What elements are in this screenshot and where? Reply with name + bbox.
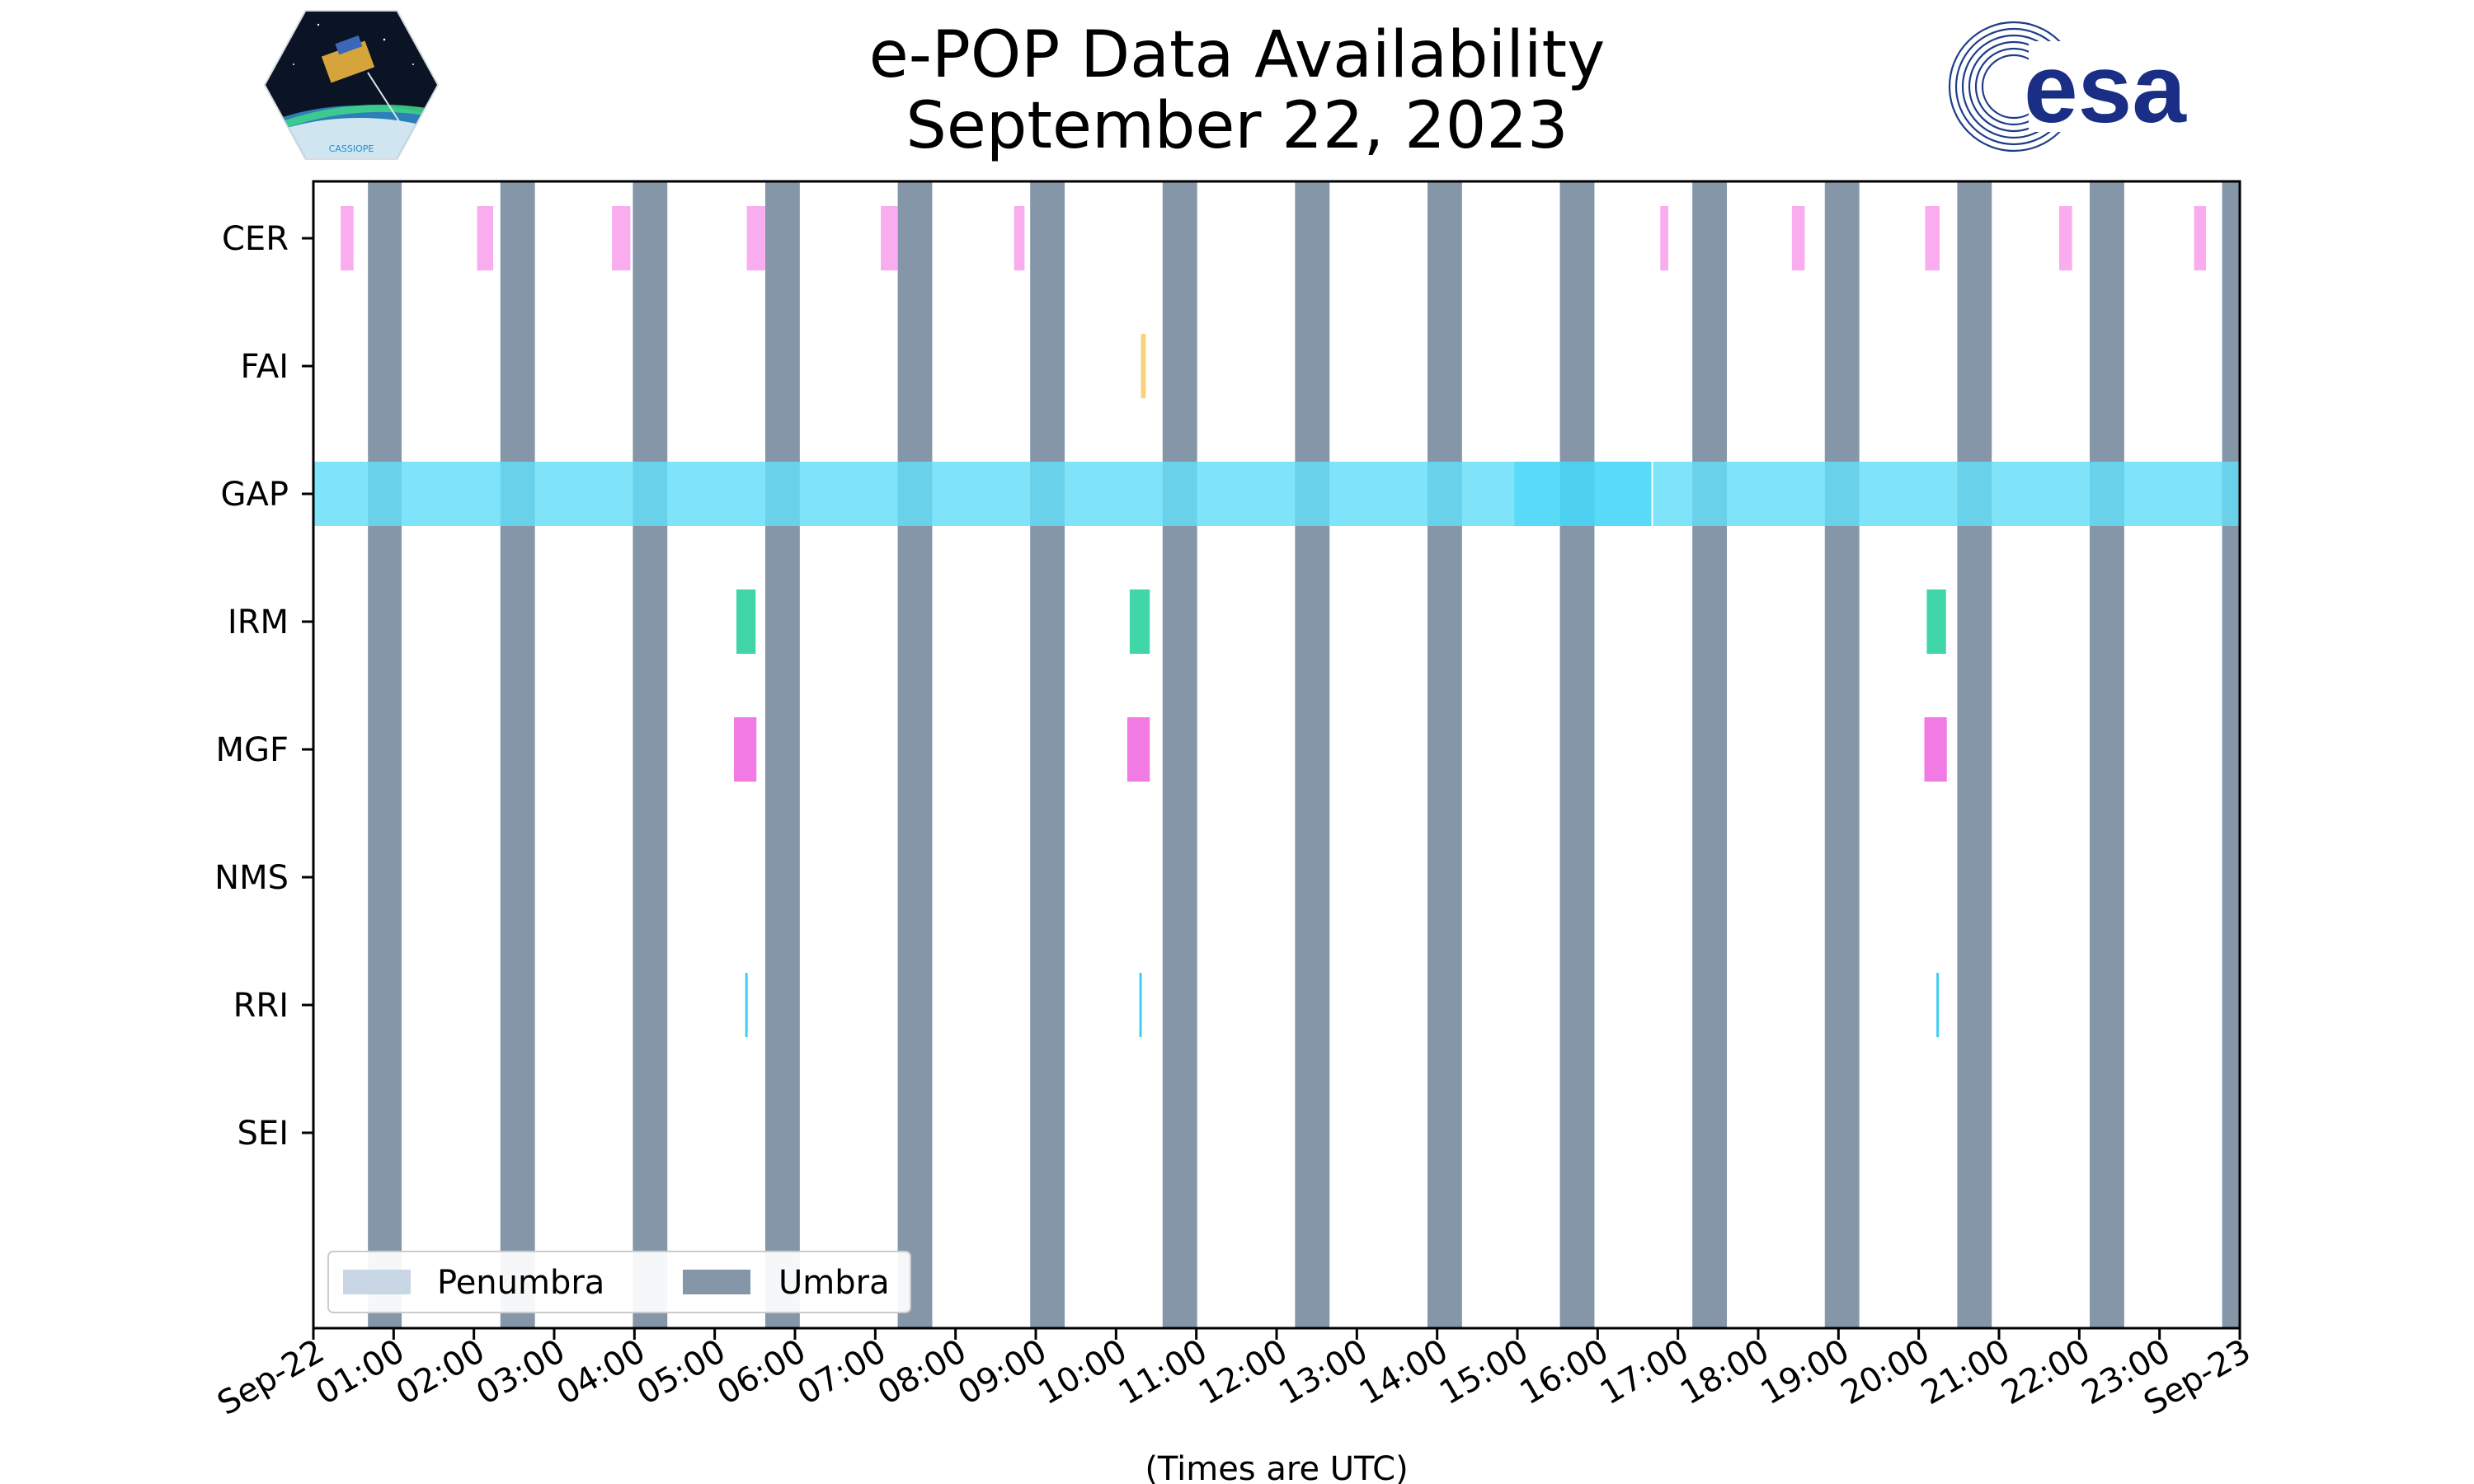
data-bar-fai xyxy=(1141,334,1146,398)
data-bar-cer xyxy=(1014,206,1025,270)
umbra-band xyxy=(368,181,402,1328)
cassiope-logo-text: CASSIOPE xyxy=(329,143,374,154)
x-tick-label: 03:00 xyxy=(470,1332,571,1412)
legend-swatch-umbra xyxy=(683,1270,750,1294)
data-bar-cer xyxy=(1791,206,1805,270)
esa-logo: esa xyxy=(1948,21,2187,153)
cassiope-logo: CASSIOPE xyxy=(263,10,440,160)
legend-swatch-penumbra xyxy=(343,1270,411,1294)
legend-label-umbra: Umbra xyxy=(778,1264,890,1302)
x-tick-label: 19:00 xyxy=(1754,1332,1856,1412)
data-bar-rri xyxy=(745,973,748,1037)
x-axis-label: (Times are UTC) xyxy=(1145,1450,1408,1484)
data-bar-irm xyxy=(1129,589,1150,654)
y-tick-label: RRI xyxy=(233,987,289,1025)
data-bar-cer xyxy=(1660,206,1668,270)
data-bar-cer xyxy=(881,206,898,270)
umbra-band xyxy=(2089,181,2124,1328)
umbra-band xyxy=(1295,181,1330,1328)
x-tick-label: 06:00 xyxy=(711,1332,812,1412)
x-tick-label: 12:00 xyxy=(1192,1332,1294,1412)
umbra-band xyxy=(1030,181,1065,1328)
chart-subtitle: September 22, 2023 xyxy=(905,89,1569,163)
x-tick-label: 11:00 xyxy=(1112,1332,1214,1412)
data-bar-gap xyxy=(313,462,1515,526)
y-tick-label: SEI xyxy=(238,1115,289,1153)
y-tick-label: IRM xyxy=(228,603,289,641)
umbra-band xyxy=(2222,181,2240,1328)
umbra-band xyxy=(1559,181,1595,1328)
x-tick-label: 18:00 xyxy=(1674,1332,1776,1412)
x-tick-label: 14:00 xyxy=(1353,1332,1455,1412)
data-bar-cer xyxy=(2194,206,2207,270)
x-tick-label: 22:00 xyxy=(1995,1332,2096,1412)
x-tick-label: 07:00 xyxy=(791,1332,892,1412)
chart-title: e-POP Data Availability xyxy=(868,18,1606,92)
data-bar-rri xyxy=(1139,973,1142,1037)
legend-label-penumbra: Penumbra xyxy=(437,1264,604,1302)
data-bar-irm xyxy=(736,589,756,654)
esa-logo-text: esa xyxy=(2024,35,2187,143)
legend: Penumbra Umbra xyxy=(327,1251,911,1313)
data-bar-cer xyxy=(477,206,494,270)
umbra-band xyxy=(1957,181,1992,1328)
x-tick-label: 02:00 xyxy=(390,1332,492,1412)
y-tick-label: GAP xyxy=(221,476,289,514)
x-tick-label: 04:00 xyxy=(550,1332,651,1412)
data-bar-mgf xyxy=(1924,717,1947,782)
x-tick-label: 20:00 xyxy=(1835,1332,1936,1412)
data-bar-irm xyxy=(1926,589,1946,654)
x-tick-label: 08:00 xyxy=(872,1332,973,1412)
data-bar-gap xyxy=(1514,462,1652,526)
umbra-band xyxy=(633,181,668,1328)
x-tick-label: 13:00 xyxy=(1272,1332,1374,1412)
y-tick-label: FAI xyxy=(241,348,289,386)
data-bar-mgf xyxy=(734,717,757,782)
umbra-band xyxy=(764,181,800,1328)
data-bar-cer xyxy=(612,206,631,270)
data-bar-cer xyxy=(341,206,354,270)
umbra-band xyxy=(897,181,933,1328)
umbra-band xyxy=(500,181,535,1328)
data-bar-cer xyxy=(746,206,765,270)
x-tick-label: 17:00 xyxy=(1594,1332,1696,1412)
x-tick-label: 21:00 xyxy=(1915,1332,2016,1412)
umbra-band xyxy=(1427,181,1462,1328)
y-tick-label: MGF xyxy=(215,731,289,769)
data-bar-rri xyxy=(1936,973,1940,1037)
umbra-band xyxy=(1824,181,1860,1328)
y-tick-label: NMS xyxy=(214,859,289,897)
data-bar-gap xyxy=(1653,462,2240,526)
y-tick-label: CER xyxy=(222,220,289,258)
x-tick-label: 05:00 xyxy=(631,1332,732,1412)
x-tick-label: 16:00 xyxy=(1513,1332,1615,1412)
x-tick-label: 01:00 xyxy=(309,1332,411,1412)
legend-box xyxy=(327,1251,911,1313)
data-bar-cer xyxy=(2059,206,2072,270)
data-bar-mgf xyxy=(1126,717,1150,782)
data-bar-cer xyxy=(1925,206,1940,270)
plot-background xyxy=(313,181,2240,1328)
x-tick-label: 15:00 xyxy=(1433,1332,1535,1412)
x-tick-label: 10:00 xyxy=(1032,1332,1133,1412)
umbra-band xyxy=(1162,181,1197,1328)
umbra-band xyxy=(1692,181,1728,1328)
x-tick-label: 09:00 xyxy=(952,1332,1053,1412)
